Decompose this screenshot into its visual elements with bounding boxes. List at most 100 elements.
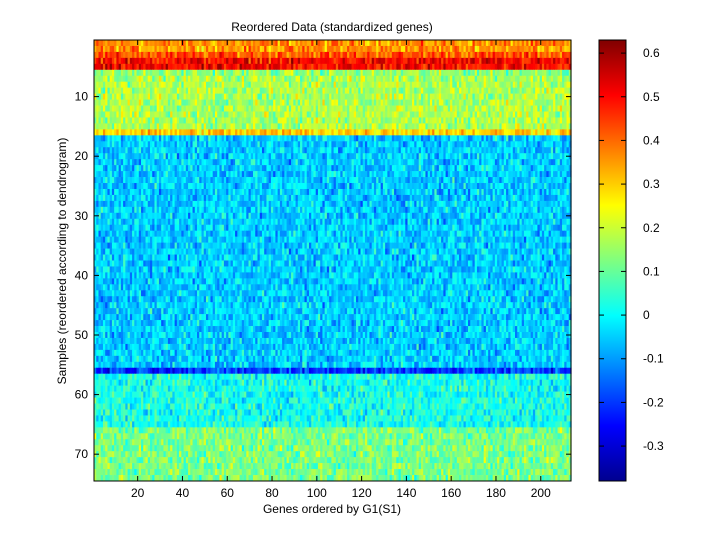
heatmap-cell	[235, 81, 238, 88]
heatmap-cell	[338, 51, 341, 59]
heatmap-cell	[441, 75, 444, 83]
heatmap-cell	[100, 87, 104, 94]
heatmap-cell	[497, 51, 500, 59]
heatmap-cell	[351, 87, 355, 94]
heatmap-cell	[539, 45, 543, 53]
heatmap-cell	[176, 51, 180, 59]
heatmap-cell	[420, 87, 424, 94]
heatmap-cell	[165, 93, 169, 100]
heatmap-cell	[438, 63, 442, 71]
heatmap-cell	[512, 81, 516, 88]
heatmap-cell	[208, 63, 212, 71]
heatmap-cell	[459, 63, 462, 71]
heatmap-cell	[407, 81, 411, 88]
heatmap-cell	[317, 57, 321, 65]
heatmap-cell	[188, 57, 191, 65]
heatmap-cell	[405, 51, 409, 59]
heatmap-cell	[232, 81, 236, 88]
heatmap-cell	[279, 57, 283, 65]
heatmap-cell	[427, 63, 431, 71]
heatmap-cell	[535, 69, 539, 77]
heatmap-cell	[201, 75, 205, 83]
heatmap-cell	[526, 40, 530, 47]
heatmap-cell	[333, 81, 337, 88]
heatmap-cell	[420, 63, 424, 71]
heatmap-cell	[170, 81, 173, 88]
heatmap-cell	[311, 57, 315, 65]
heatmap-cell	[203, 45, 207, 53]
heatmap-cell	[476, 40, 480, 47]
heatmap-cell	[400, 75, 404, 83]
heatmap-cell	[306, 69, 310, 77]
heatmap-cell	[259, 45, 263, 53]
heatmap-cell	[214, 87, 218, 94]
heatmap-cell	[221, 75, 225, 83]
heatmap-cell	[443, 69, 447, 77]
heatmap-cell	[246, 45, 250, 53]
heatmap-cell	[210, 75, 214, 83]
heatmap-cell	[221, 57, 225, 65]
heatmap-cell	[537, 81, 541, 88]
heatmap-cell	[414, 75, 418, 83]
heatmap-cell	[378, 51, 382, 59]
heatmap-cell	[136, 87, 140, 94]
heatmap-cell	[501, 45, 505, 53]
heatmap-cell	[544, 40, 547, 47]
heatmap-cell	[208, 69, 212, 77]
heatmap-cell	[333, 51, 337, 59]
heatmap-cell	[438, 51, 442, 59]
heatmap-cell	[483, 81, 487, 88]
heatmap-cell	[559, 75, 563, 83]
heatmap-cell	[259, 81, 263, 88]
heatmap-cell	[407, 75, 411, 83]
heatmap-cell	[394, 87, 397, 94]
heatmap-cell	[268, 63, 272, 71]
heatmap-cell	[116, 57, 120, 65]
heatmap-cell	[102, 93, 106, 100]
heatmap-cell	[282, 51, 285, 59]
heatmap-cell	[476, 75, 480, 83]
heatmap-cell	[284, 57, 288, 65]
heatmap-cell	[324, 69, 328, 77]
heatmap-cell	[351, 75, 355, 83]
heatmap-cell	[259, 51, 263, 59]
heatmap-cell	[94, 69, 97, 77]
heatmap-cell	[501, 40, 505, 47]
heatmap-cell	[174, 87, 178, 94]
heatmap-cell	[282, 69, 285, 77]
heatmap-cell	[501, 69, 505, 77]
heatmap-cell	[503, 69, 507, 77]
heatmap-cell	[474, 87, 478, 94]
heatmap-cell	[454, 51, 458, 59]
heatmap-cell	[277, 57, 281, 65]
heatmap-cell	[94, 63, 97, 71]
heatmap-cell	[248, 51, 252, 59]
heatmap-cell	[98, 51, 102, 59]
heatmap-cell	[94, 81, 97, 88]
heatmap-cell	[412, 40, 415, 47]
heatmap-cell	[183, 81, 187, 88]
heatmap-cell	[217, 45, 221, 53]
heatmap-cell	[467, 51, 471, 59]
heatmap-cell	[490, 63, 494, 71]
heatmap-cell	[400, 51, 404, 59]
heatmap-cell	[219, 63, 223, 71]
heatmap-cell	[197, 93, 200, 100]
heatmap-cell	[394, 45, 397, 53]
heatmap-cell	[562, 40, 565, 47]
heatmap-cell	[317, 87, 321, 94]
heatmap-cell	[512, 57, 516, 65]
heatmap-cell	[176, 57, 180, 65]
heatmap-cell	[147, 87, 151, 94]
heatmap-cell	[492, 87, 496, 94]
heatmap-cell	[387, 51, 391, 59]
heatmap-cell	[255, 81, 259, 88]
heatmap-cell	[364, 51, 368, 59]
heatmap-row	[94, 135, 572, 142]
heatmap-cell	[230, 57, 234, 65]
heatmap-cell	[116, 81, 120, 88]
heatmap-cell	[414, 81, 418, 88]
heatmap-cell	[353, 69, 357, 77]
heatmap-cell	[416, 51, 420, 59]
heatmap-cell	[136, 93, 140, 100]
